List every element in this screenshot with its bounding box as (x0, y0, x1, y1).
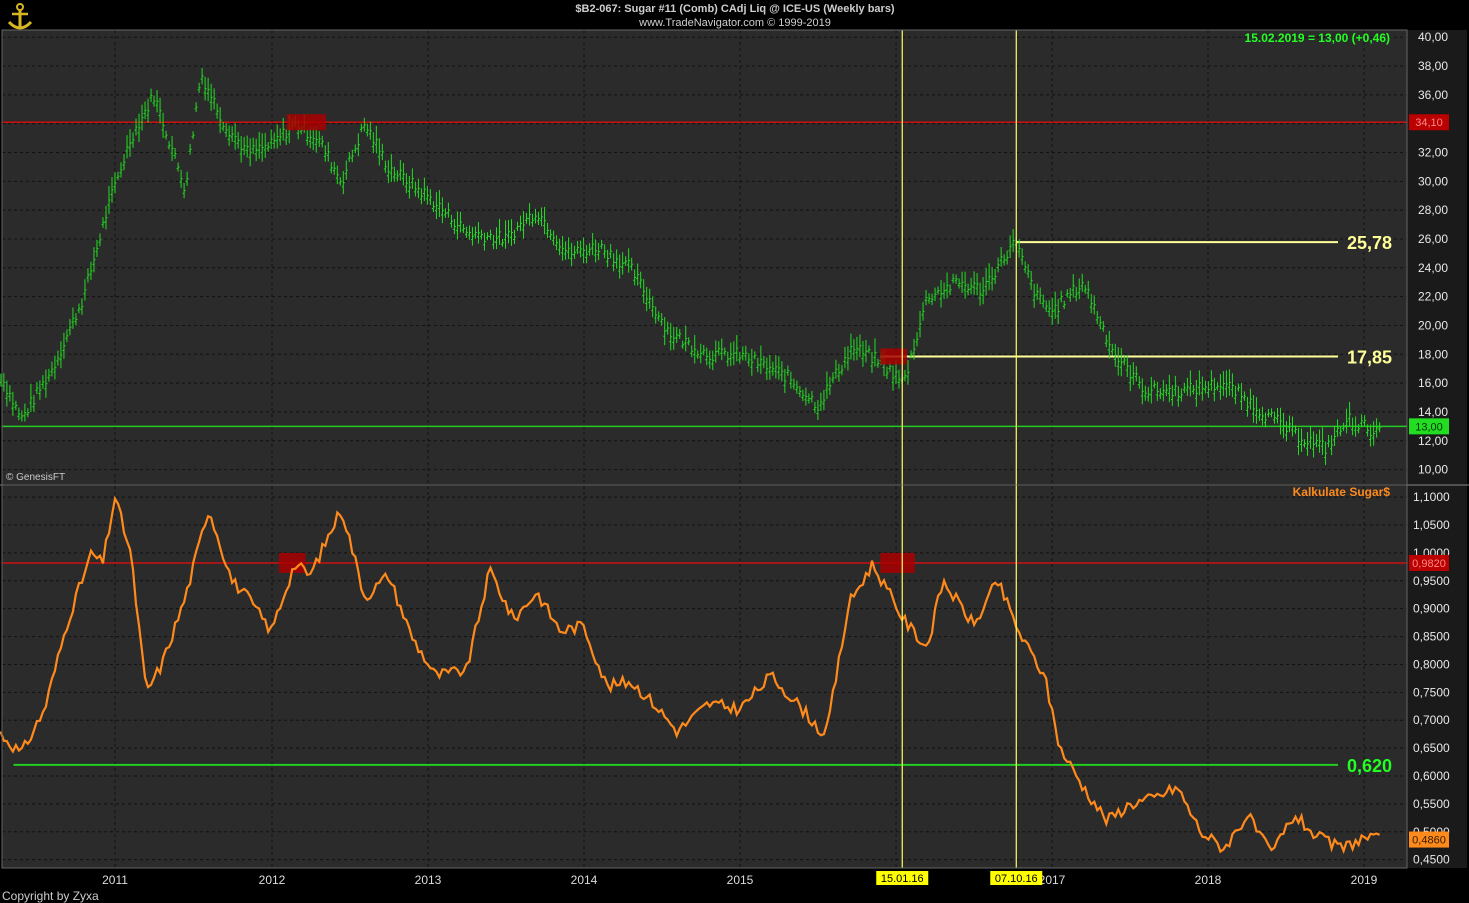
event-marker-label: 07.10.16 (995, 873, 1038, 885)
x-tick-label: 2013 (415, 873, 442, 887)
price-y-tick-label: 28,00 (1418, 203, 1448, 217)
indicator-y-tick-label: 0,6500 (1413, 741, 1450, 755)
price-last-value-tag-box (1409, 418, 1449, 435)
indicator-line (0, 495, 1381, 855)
chart-border (1, 29, 1408, 869)
anchor-logo-icon (6, 2, 34, 32)
indicator-y-tick-label: 0,9000 (1413, 602, 1450, 616)
indicator-y-tick-label: 0,8000 (1413, 657, 1450, 671)
indicator-y-tick-label: 0,7500 (1413, 685, 1450, 699)
price-y-tick-label: 26,00 (1418, 232, 1448, 246)
price-y-tick-label: 18,00 (1418, 347, 1448, 361)
price-y-tick-label: 32,00 (1418, 146, 1448, 160)
x-tick-label: 2011 (102, 873, 128, 887)
price-resistance-tag-box (1409, 114, 1449, 131)
footer-copyright: Copyright by Zyxa (2, 889, 99, 903)
price-y-tick-label: 38,00 (1418, 59, 1448, 73)
price-info-text: 15.02.2019 = 13,00 (+0,46) (1245, 31, 1390, 45)
price-y-tick-label: 12,00 (1418, 434, 1448, 448)
indicator-y-tick-label: 1,0500 (1413, 518, 1450, 532)
fib-level-label: 17,85 (1347, 347, 1392, 367)
x-tick-label: 2018 (1195, 873, 1222, 887)
indicator-y-tick-label: 0,8500 (1413, 630, 1450, 644)
price-y-tick-label: 20,00 (1418, 318, 1448, 332)
x-tick-label: 2019 (1351, 873, 1378, 887)
x-tick-label: 2014 (571, 873, 598, 887)
x-tick-label: 2012 (259, 873, 286, 887)
price-last-value-tag-label: 13,00 (1415, 421, 1443, 433)
price-highlight-box (880, 348, 907, 365)
chart-title: $B2-067: Sugar #11 (Comb) CAdj Liq @ ICE… (575, 3, 895, 15)
price-y-tick-label: 22,00 (1418, 290, 1448, 304)
indicator-y-tick-label: 1,1000 (1413, 490, 1450, 504)
indicator-y-tick-label: 0,9500 (1413, 574, 1450, 588)
price-y-tick-label: 36,00 (1418, 88, 1448, 102)
price-panel (2, 30, 1407, 484)
fib-level-label: 25,78 (1347, 233, 1392, 253)
indicator-resistance-tag-label: 0,9820 (1412, 558, 1446, 570)
watermark-text: © GenesisFT (6, 472, 65, 483)
price-y-tick-label: 30,00 (1418, 174, 1448, 188)
indicator-highlight-box (279, 552, 306, 573)
indicator-last-value-tag-box (1409, 831, 1449, 848)
x-tick-label: 2015 (727, 873, 754, 887)
y-axis-panel (1407, 30, 1467, 868)
indicator-highlight-box (880, 552, 915, 573)
price-y-tick-label: 40,00 (1418, 30, 1448, 44)
price-y-tick-label: 24,00 (1418, 261, 1448, 275)
indicator-y-tick-label: 0,6000 (1413, 769, 1450, 783)
indicator-y-tick-label: 0,7000 (1413, 713, 1450, 727)
indicator-panel (2, 486, 1407, 868)
event-marker-label: 15.01.16 (881, 873, 924, 885)
event-marker-box (990, 871, 1043, 885)
x-tick-label: 2017 (1039, 873, 1066, 887)
indicator-title: Kalkulate Sugar$ (1293, 485, 1391, 499)
price-y-tick-label: 10,00 (1418, 463, 1448, 477)
indicator-y-tick-label: 0,4500 (1413, 853, 1450, 867)
price-y-tick-label: 16,00 (1418, 376, 1448, 390)
indicator-support-label: 0,620 (1347, 756, 1392, 776)
indicator-y-tick-label: 0,5500 (1413, 797, 1450, 811)
price-highlight-box (286, 114, 326, 131)
price-y-tick-label: 14,00 (1418, 405, 1448, 419)
indicator-resistance-tag-box (1409, 554, 1449, 571)
indicator-last-value-tag-label: 0,4860 (1412, 835, 1446, 847)
chart-subtitle: www.TradeNavigator.com © 1999-2019 (639, 17, 831, 29)
price-resistance-tag-label: 34,10 (1415, 117, 1443, 129)
event-marker-box (876, 871, 929, 885)
